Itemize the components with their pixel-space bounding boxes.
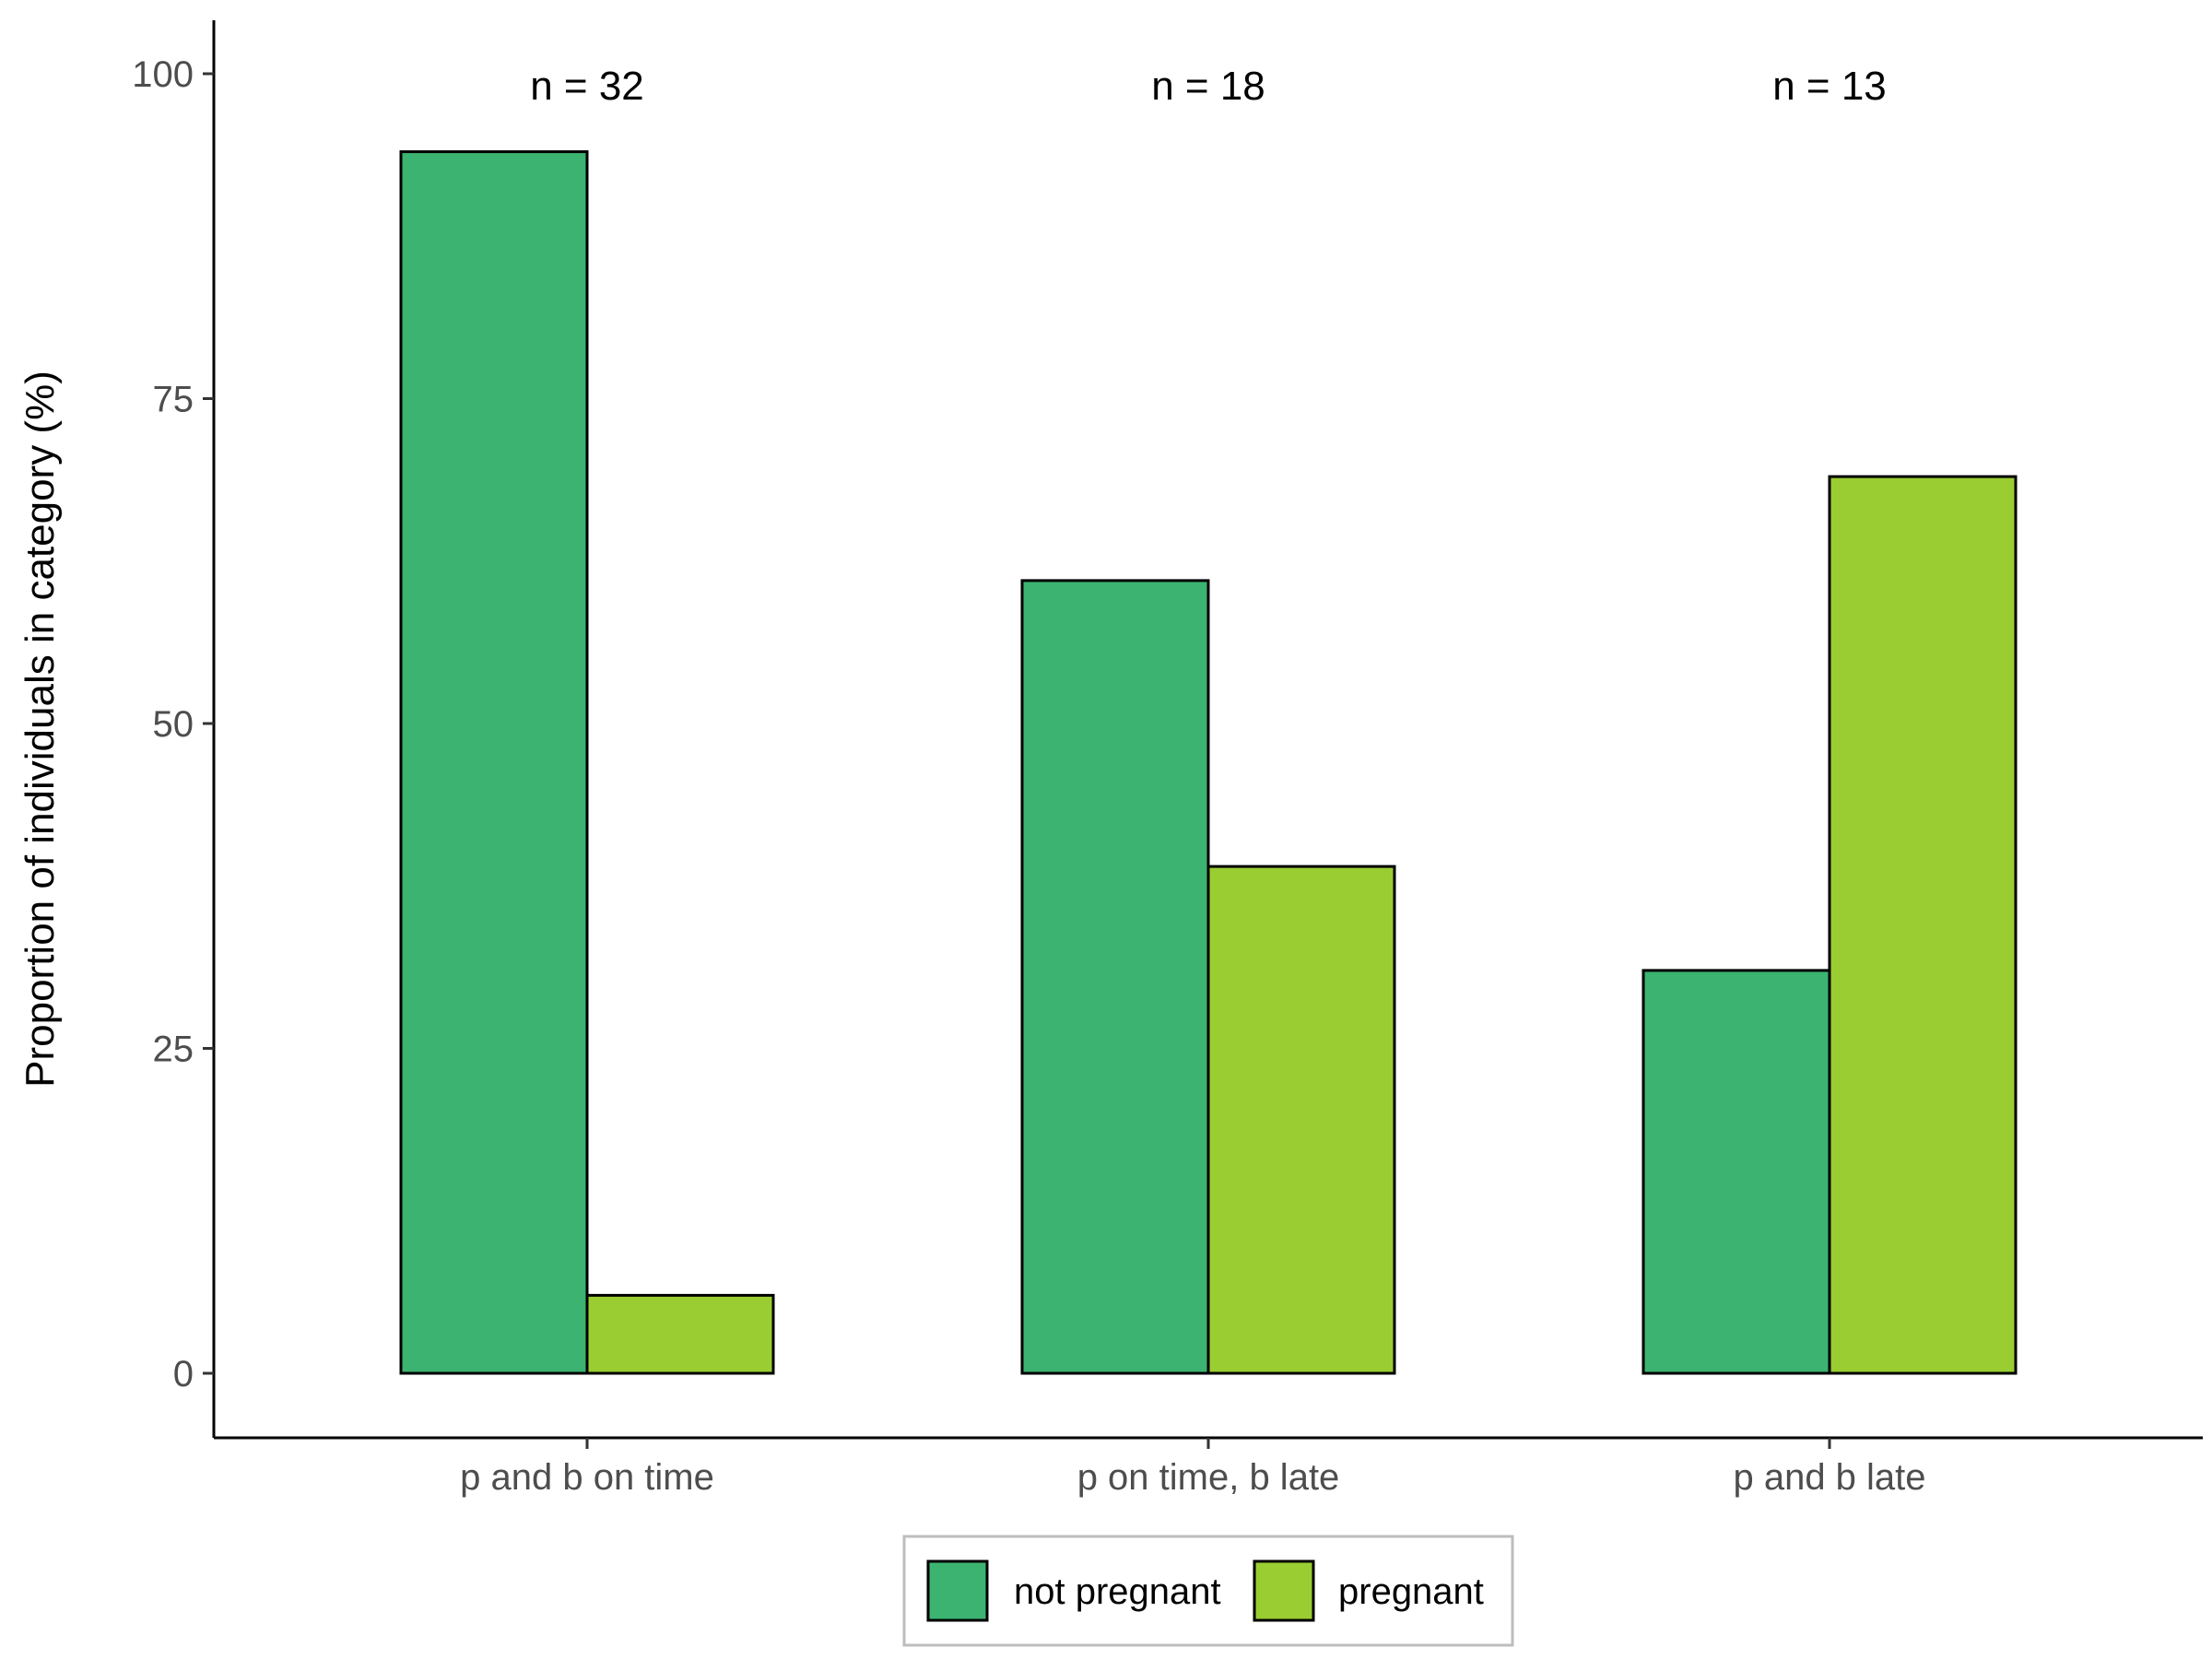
y-tick-label: 100 (132, 54, 194, 95)
legend-box (902, 1535, 1514, 1647)
bar-pregnant-1 (585, 1293, 775, 1375)
legend-label-pregnant: pregnant (1338, 1571, 1484, 1612)
bar-not-pregnant-2 (1020, 579, 1210, 1375)
x-tick-label: p on time, b late (1077, 1457, 1340, 1498)
bar-not-pregnant-1 (399, 150, 589, 1375)
annotations: n = 32 n = 18 n = 13 (530, 64, 1887, 109)
x-tick-label: p and b late (1733, 1457, 1925, 1498)
legend-key-not-pregnant (926, 1559, 989, 1622)
bar-pregnant-3 (1828, 475, 2018, 1375)
y-tick-label: 50 (153, 704, 194, 745)
x-tick-label: p and b on time (460, 1457, 714, 1498)
bar-not-pregnant-3 (1641, 969, 1831, 1375)
sample-size-label: n = 32 (530, 64, 644, 109)
y-tick-label: 25 (153, 1030, 194, 1070)
bars (399, 150, 2018, 1375)
legend: not pregnant pregnant (902, 1535, 1514, 1647)
axes: 0 25 50 75 100 p and b on time p on time, b la… (132, 20, 2203, 1498)
legend-key-pregnant (1253, 1559, 1315, 1622)
bar-pregnant-2 (1206, 865, 1396, 1375)
sample-size-label: n = 18 (1151, 64, 1265, 109)
sample-size-label: n = 13 (1772, 64, 1887, 109)
y-tick-label: 75 (153, 380, 194, 420)
legend-label-not-pregnant: not pregnant (1014, 1571, 1221, 1612)
y-tick-label: 0 (173, 1354, 194, 1394)
y-axis-title: Proportion of individuals in category (%… (18, 371, 63, 1088)
